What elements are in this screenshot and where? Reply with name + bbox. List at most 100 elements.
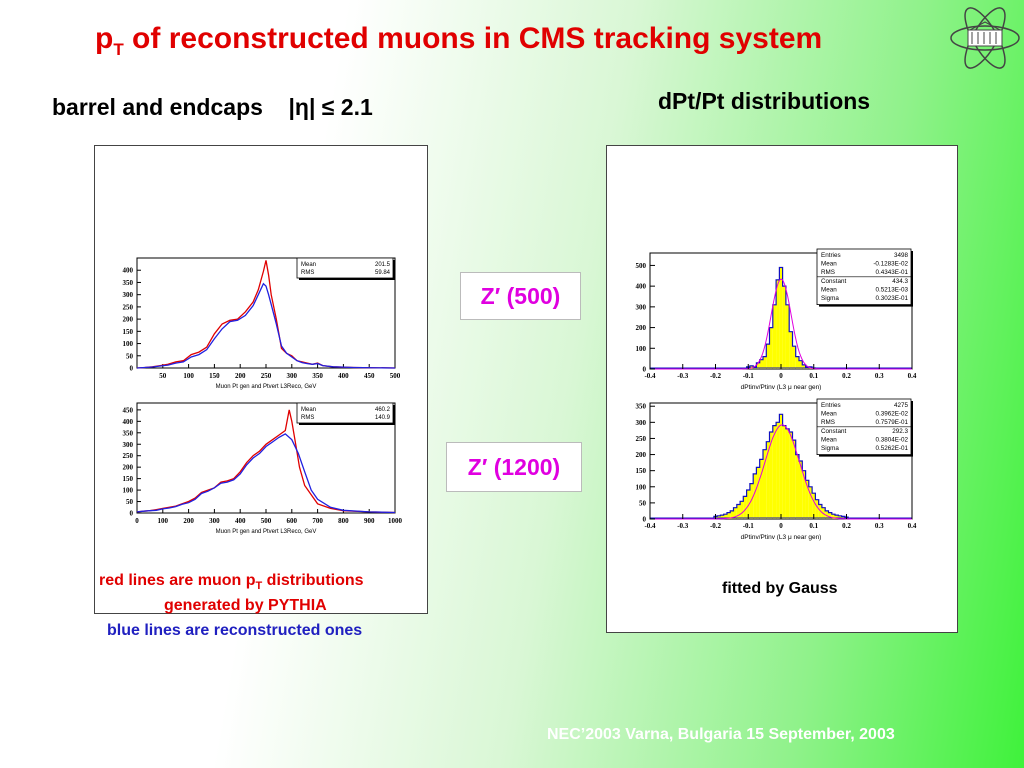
x-tick-label: 0 — [779, 522, 783, 530]
x-tick-label: 500 — [390, 372, 401, 380]
histogram-bin — [812, 493, 816, 519]
stats-key: RMS — [821, 419, 835, 426]
x-tick-label: 0 — [135, 517, 139, 525]
y-tick-label: 350 — [123, 429, 134, 437]
histogram-bin — [720, 515, 724, 519]
stats-value: 3498 — [894, 252, 909, 259]
subtitle-left: barrel and endcaps |η| ≤ 2.1 — [52, 94, 373, 120]
x-tick-label: 200 — [235, 372, 246, 380]
x-tick-label: 700 — [312, 517, 323, 525]
x-tick-label: 0.1 — [809, 522, 818, 530]
x-tick-label: -0.3 — [677, 372, 689, 380]
y-tick-label: 150 — [636, 467, 647, 475]
histogram-bin — [772, 425, 777, 519]
y-tick-label: 0 — [643, 366, 647, 374]
stats-key: Constant — [821, 428, 846, 435]
histogram-bin — [831, 514, 836, 519]
right-panel — [606, 145, 958, 633]
gauss-fit-curve — [650, 424, 912, 520]
note-red-line2: generated by PYTHIA — [164, 597, 327, 614]
stats-key: Entries — [821, 402, 841, 409]
histogram-bin — [802, 364, 806, 369]
histogram-bin — [776, 279, 780, 369]
stats-value: 0.3962E-02 — [875, 411, 908, 418]
y-tick-label: 0 — [130, 510, 134, 518]
histogram-bin — [749, 365, 754, 369]
gauss-fit-curve — [650, 278, 912, 370]
stats-key: Entries — [821, 252, 841, 259]
x-tick-label: -0.2 — [710, 372, 722, 380]
blue-series-line — [136, 282, 396, 369]
stats-value: -0.1283E-02 — [873, 261, 908, 268]
histogram-bin — [792, 440, 796, 519]
stats-value: 0.5213E-03 — [875, 286, 908, 293]
y-tick-label: 450 — [123, 406, 134, 414]
histogram-bin — [759, 359, 763, 369]
x-tick-label: 0.2 — [842, 372, 851, 380]
histogram-bin — [802, 470, 806, 519]
footer-conference: NEC’2003 Varna, Bulgaria 15 September, 2… — [547, 726, 895, 743]
histogram-bin — [756, 362, 760, 369]
y-tick-label: 100 — [636, 483, 647, 491]
y-tick-label: 50 — [126, 498, 134, 506]
x-tick-label: 150 — [209, 372, 220, 380]
y-tick-label: 250 — [636, 435, 647, 443]
histogram-bin — [723, 514, 727, 519]
y-tick-label: 150 — [123, 328, 134, 336]
y-tick-label: 150 — [123, 475, 134, 483]
histogram-bin — [736, 504, 741, 519]
x-tick-label: 300 — [287, 372, 298, 380]
histogram-bin — [795, 454, 800, 519]
histogram-bin — [733, 507, 737, 519]
x-tick-label: 800 — [338, 517, 349, 525]
stats-value: 460.2 — [375, 407, 391, 413]
y-tick-label: 350 — [636, 403, 647, 411]
x-tick-label: 0.4 — [908, 522, 917, 530]
z1200-label: Z′ (1200) — [446, 442, 582, 492]
x-tick-label: -0.1 — [743, 522, 755, 530]
x-tick-label: 0.2 — [842, 522, 851, 530]
histogram-bin — [759, 459, 763, 519]
y-tick-label: 50 — [126, 352, 134, 360]
histogram-bin — [762, 356, 767, 369]
left-panel — [94, 145, 428, 614]
histogram-bin — [746, 490, 750, 519]
stats-key: Mean — [821, 436, 837, 443]
histogram-bin — [779, 414, 783, 519]
atom-logo-icon — [948, 2, 1022, 74]
stats-value: 292.3 — [892, 428, 908, 435]
stats-key: RMS — [301, 415, 314, 421]
x-tick-label: 100 — [158, 517, 169, 525]
stats-value: 434.3 — [892, 278, 908, 285]
y-tick-label: 250 — [123, 303, 134, 311]
x-tick-label: 50 — [159, 372, 167, 380]
histogram-bin — [815, 499, 819, 519]
stats-key: Mean — [301, 262, 316, 268]
y-tick-label: 500 — [636, 262, 647, 270]
histogram-bin — [717, 515, 721, 519]
y-tick-label: 400 — [636, 283, 647, 291]
z500-label: Z′ (500) — [460, 272, 581, 320]
y-tick-label: 350 — [123, 279, 134, 287]
x-tick-label: 450 — [364, 372, 375, 380]
x-tick-label: 100 — [183, 372, 194, 380]
histogram-bin — [835, 515, 839, 519]
x-axis-label: dPtinv/Ptinv (L3 μ near gen) — [741, 384, 822, 391]
y-tick-label: 400 — [123, 418, 134, 426]
histogram-bin — [789, 432, 793, 519]
blue-series-line — [136, 433, 396, 514]
x-tick-label: 1000 — [388, 517, 403, 525]
histogram-bin — [785, 304, 790, 369]
y-tick-label: 100 — [636, 345, 647, 353]
histogram-bin — [818, 504, 822, 519]
x-tick-label: 250 — [261, 372, 272, 380]
stats-box — [296, 257, 394, 279]
histogram-bin — [769, 327, 773, 369]
y-tick-label: 300 — [123, 291, 134, 299]
histogram-bin — [753, 473, 757, 519]
histogram-bin — [749, 483, 754, 519]
histogram-bin — [740, 501, 744, 519]
y-tick-label: 200 — [636, 451, 647, 459]
y-tick-label: 200 — [636, 324, 647, 332]
x-tick-label: -0.3 — [677, 522, 689, 530]
